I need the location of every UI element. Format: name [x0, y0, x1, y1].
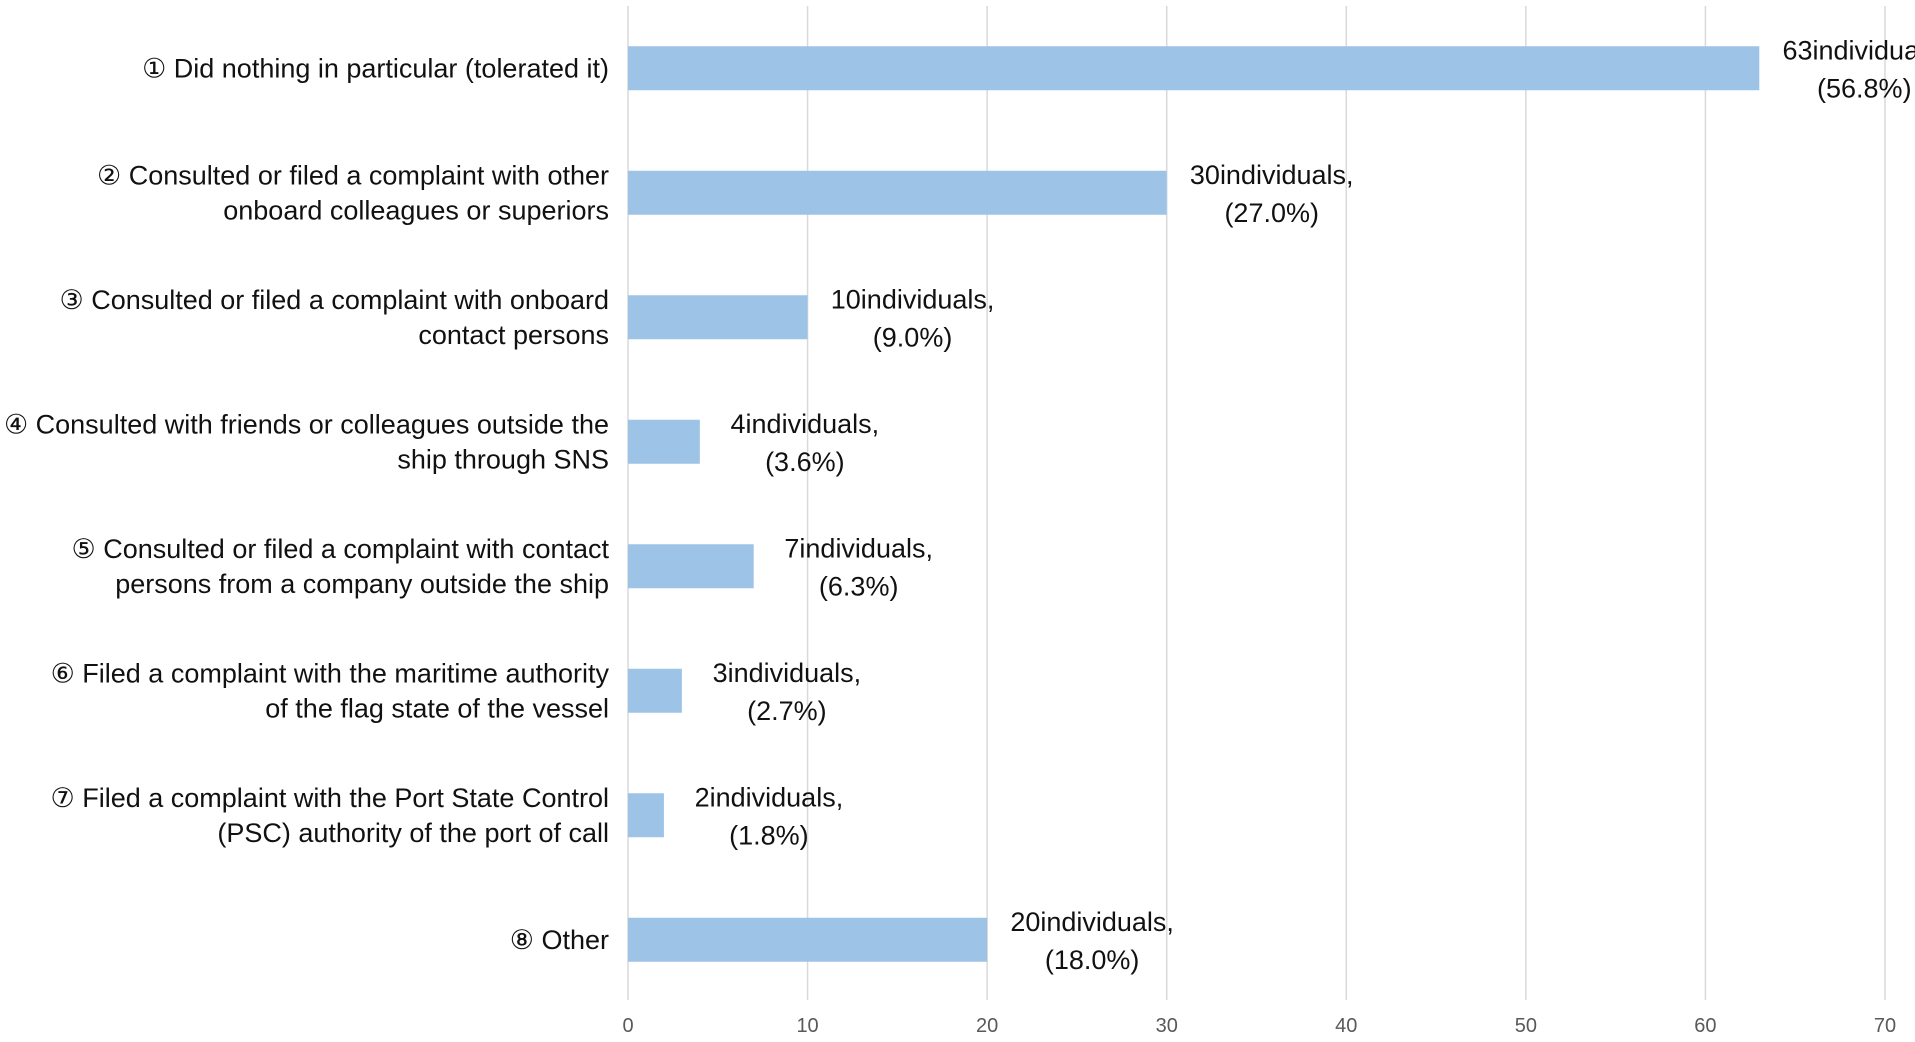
data-label-line: (18.0%) [1045, 945, 1140, 975]
data-label-line: (27.0%) [1224, 198, 1319, 228]
data-label-line: 30individuals, [1190, 160, 1354, 190]
data-label: 7individuals, (6.3%) [784, 533, 933, 601]
data-label: 30individuals, (27.0%) [1190, 160, 1354, 228]
grid-layer [627, 6, 1886, 1000]
data-label-line: 63individuals, [1782, 35, 1915, 65]
data-label: 20individuals, (18.0%) [1010, 907, 1174, 975]
data-label-line: 20individuals, [1010, 907, 1174, 937]
category-label-line: (PSC) authority of the port of call [217, 818, 609, 848]
bar [628, 170, 1167, 215]
data-label-line: 4individuals, [731, 409, 880, 439]
data-label-line: (56.8%) [1817, 73, 1912, 103]
category-label: ② Consulted or filed a complaint with ot… [97, 160, 609, 225]
x-tick-label: 70 [1874, 1015, 1896, 1037]
x-tick-label: 10 [796, 1015, 818, 1037]
tick-layer: 0 10 20 30 40 50 60 70 [622, 1015, 1896, 1037]
bar-layer [628, 46, 1760, 962]
category-label-line: ③ Consulted or filed a complaint with on… [59, 285, 609, 315]
x-tick-label: 40 [1335, 1015, 1357, 1037]
category-label: ⑥ Filed a complaint with the maritime au… [51, 658, 610, 723]
category-label-line: onboard colleagues or superiors [223, 195, 609, 225]
data-label: 63individuals, (56.8%) [1782, 35, 1915, 103]
category-label-line: ② Consulted or filed a complaint with ot… [97, 160, 609, 190]
data-label-line: 7individuals, [784, 533, 933, 563]
x-tick-label: 20 [976, 1015, 998, 1037]
data-label: 2individuals, (1.8%) [695, 782, 844, 850]
bar [628, 419, 700, 464]
label-layer: ① Did nothing in particular (tolerated i… [4, 35, 1915, 975]
category-label: ⑦ Filed a complaint with the Port State … [51, 783, 609, 848]
bar [628, 46, 1760, 91]
category-label-line: ① Did nothing in particular (tolerated i… [142, 53, 609, 83]
category-label-line: ⑦ Filed a complaint with the Port State … [51, 783, 609, 813]
data-label-line: 10individuals, [831, 284, 995, 314]
bar [628, 668, 682, 713]
category-label-line: persons from a company outside the ship [115, 569, 609, 599]
data-label-line: (2.7%) [747, 696, 827, 726]
category-label-line: of the flag state of the vessel [265, 693, 609, 723]
category-label: ① Did nothing in particular (tolerated i… [142, 53, 609, 83]
category-label: ⑤ Consulted or filed a complaint with co… [72, 534, 610, 599]
category-label-line: ⑥ Filed a complaint with the maritime au… [51, 658, 610, 688]
category-label-line: ⑧ Other [510, 925, 609, 955]
category-label-line: contact persons [418, 320, 609, 350]
data-label-line: 2individuals, [695, 782, 844, 812]
x-tick-label: 0 [622, 1015, 633, 1037]
data-label-line: (6.3%) [819, 571, 899, 601]
category-label-line: ④ Consulted with friends or colleagues o… [4, 409, 609, 439]
x-tick-label: 60 [1694, 1015, 1716, 1037]
bar [628, 917, 988, 962]
category-label: ④ Consulted with friends or colleagues o… [4, 409, 609, 474]
x-tick-label: 30 [1156, 1015, 1178, 1037]
data-label-line: (9.0%) [873, 322, 953, 352]
data-label-line: 3individuals, [713, 658, 862, 688]
bar [628, 793, 664, 838]
data-label: 4individuals, (3.6%) [731, 409, 880, 477]
x-tick-label: 50 [1515, 1015, 1537, 1037]
data-label: 10individuals, (9.0%) [831, 284, 995, 352]
category-label-line: ship through SNS [397, 444, 609, 474]
data-label-line: (3.6%) [765, 447, 845, 477]
category-label: ③ Consulted or filed a complaint with on… [59, 285, 609, 350]
data-label: 3individuals, (2.7%) [713, 658, 862, 726]
category-label-line: ⑤ Consulted or filed a complaint with co… [72, 534, 610, 564]
bar [628, 544, 754, 589]
category-label: ⑧ Other [510, 925, 609, 955]
data-label-line: (1.8%) [729, 820, 809, 850]
bar [628, 295, 808, 340]
